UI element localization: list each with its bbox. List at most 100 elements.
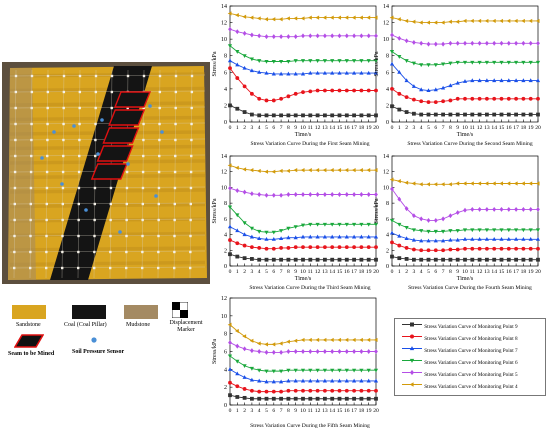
data-point	[315, 368, 320, 373]
data-point	[470, 257, 475, 262]
x-tick-label: 1	[398, 125, 401, 131]
data-point	[264, 389, 269, 394]
data-point	[373, 15, 378, 20]
data-point	[463, 257, 467, 262]
data-point	[528, 206, 533, 212]
data-point	[499, 257, 504, 262]
x-tick-label: 18	[359, 125, 365, 131]
data-point	[499, 78, 504, 83]
displacement-marker	[142, 106, 145, 110]
y-tick-label: 0	[224, 120, 227, 126]
displacement-marker	[174, 74, 178, 78]
y-tick-label: 2	[224, 385, 227, 391]
displacement-marker	[29, 234, 32, 238]
data-point	[308, 396, 313, 401]
data-point	[535, 228, 541, 233]
data-point	[322, 234, 327, 239]
x-tick-label: 4	[420, 269, 423, 275]
y-tick-label: 4	[224, 367, 227, 373]
x-tick-label: 2	[243, 269, 246, 275]
displacement-marker	[77, 250, 80, 254]
data-point	[528, 18, 533, 24]
data-point	[301, 90, 305, 95]
displacement-marker	[173, 266, 176, 270]
data-point	[308, 192, 313, 197]
data-point	[455, 96, 460, 101]
data-point	[477, 228, 482, 233]
data-point	[271, 379, 276, 384]
data-point	[293, 91, 298, 96]
y-tick-label: 8	[386, 54, 389, 60]
grid-line	[9, 234, 206, 237]
data-point	[322, 222, 327, 227]
data-point	[441, 85, 446, 90]
data-point	[293, 16, 298, 21]
data-point	[352, 257, 356, 262]
data-point	[528, 60, 533, 65]
data-point	[448, 213, 453, 219]
y-tick-label: 12	[221, 21, 227, 27]
data-point	[293, 257, 298, 262]
data-point	[300, 234, 306, 239]
data-point	[366, 257, 371, 262]
data-point	[264, 17, 269, 22]
data-point	[300, 337, 305, 342]
data-point	[322, 15, 327, 20]
data-point	[359, 337, 363, 342]
data-point	[492, 96, 497, 101]
data-point	[279, 379, 284, 384]
data-point	[514, 257, 518, 262]
data-point	[286, 378, 291, 383]
data-point	[250, 112, 254, 117]
x-tick-label: 11	[308, 125, 314, 131]
data-point	[492, 78, 497, 83]
seam-swatch-icon	[14, 334, 44, 348]
data-point	[301, 192, 305, 197]
displacement-marker	[46, 74, 50, 78]
plot-frame	[229, 5, 377, 123]
data-point	[286, 368, 291, 373]
data-point	[491, 181, 496, 186]
displacement-marker	[13, 234, 16, 238]
displacement-marker	[158, 122, 161, 126]
y-tick-label: 4	[386, 87, 389, 93]
displacement-marker	[141, 218, 144, 222]
x-tick-label: 14	[329, 125, 335, 131]
data-point	[536, 112, 540, 117]
data-point	[227, 163, 232, 168]
x-axis-label: Time/s	[457, 276, 474, 282]
data-point	[308, 113, 313, 118]
x-tick-label: 14	[491, 125, 497, 131]
x-tick-label: 2	[405, 269, 408, 275]
displacement-marker	[62, 154, 65, 158]
displacement-marker	[189, 218, 192, 222]
displacement-marker	[93, 234, 96, 238]
legend-marker	[409, 346, 415, 351]
data-point	[536, 40, 540, 46]
data-point	[271, 192, 276, 198]
x-tick-label: 1	[236, 408, 239, 414]
series-legend-row: Stress Variation Curve of Monitoring Poi…	[401, 369, 518, 378]
data-point	[352, 88, 356, 93]
displacement-marker	[110, 90, 114, 94]
data-point	[359, 222, 364, 227]
displacement-marker	[77, 170, 81, 174]
data-point	[250, 245, 254, 250]
y-tick-label: 2	[224, 103, 227, 109]
data-point	[308, 222, 313, 227]
x-tick-label: 17	[351, 408, 357, 414]
data-point	[352, 59, 357, 63]
data-point	[308, 257, 313, 262]
data-point	[521, 112, 526, 117]
data-point	[448, 229, 453, 233]
displacement-marker	[125, 186, 129, 190]
x-tick-label: 7	[280, 125, 283, 131]
legend-marker	[409, 382, 414, 387]
displacement-marker	[13, 218, 16, 222]
data-point	[293, 338, 298, 343]
displacement-marker	[94, 138, 97, 142]
data-point	[359, 368, 364, 373]
soil-pressure-sensor	[126, 162, 130, 166]
data-point	[366, 349, 371, 354]
data-point	[301, 245, 305, 250]
